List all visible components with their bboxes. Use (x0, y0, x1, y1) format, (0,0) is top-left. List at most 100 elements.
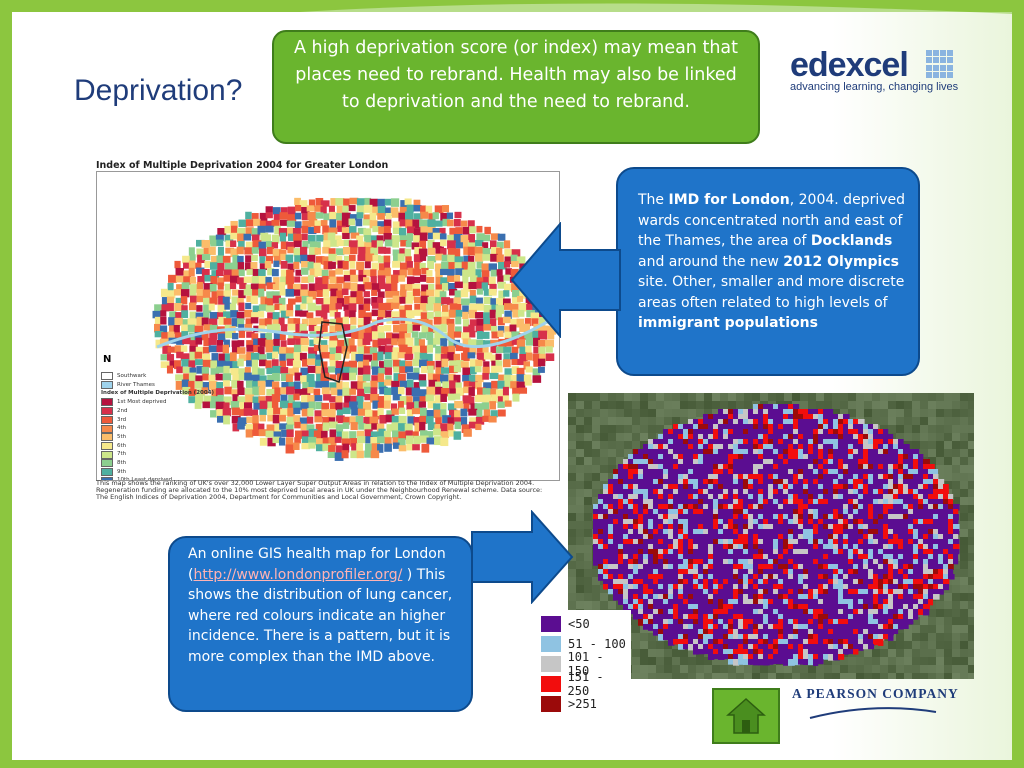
imd-area (230, 262, 239, 271)
satellite-tile (968, 481, 974, 489)
satellite-tile (632, 625, 640, 633)
legend-heading: Index of Multiple Deprivation (2004) (101, 390, 215, 397)
imd-area (161, 332, 169, 339)
gis-area (773, 524, 780, 531)
imd-area (223, 290, 232, 300)
imd-area (453, 233, 463, 243)
gis-area (908, 474, 915, 480)
gis-choropleth-map (568, 393, 974, 679)
imd-area (355, 415, 364, 425)
imd-area (356, 205, 365, 215)
satellite-tile (872, 393, 880, 401)
gis-area (873, 489, 880, 496)
satellite-tile (776, 673, 784, 679)
gis-area (868, 524, 875, 531)
imd-area (372, 410, 380, 420)
gis-area (793, 509, 799, 516)
imd-area (329, 332, 339, 341)
satellite-tile (672, 649, 680, 657)
gis-area (718, 424, 724, 431)
imd-area (384, 198, 392, 206)
imd-area (532, 368, 541, 378)
gis-area (673, 484, 680, 490)
southwark-boundary (318, 321, 348, 383)
gis-area (703, 414, 709, 420)
satellite-tile (704, 673, 712, 679)
imd-area (383, 359, 393, 368)
imd-area (363, 291, 370, 298)
imd-area (447, 323, 455, 333)
gis-area (733, 524, 739, 531)
imd-area (286, 429, 294, 438)
satellite-tile (960, 521, 968, 529)
gis-area (683, 449, 690, 456)
imd-area (349, 197, 359, 205)
satellite-tile (656, 393, 664, 401)
imd-area (300, 423, 308, 431)
imd-area (294, 372, 302, 381)
gis-area (693, 504, 699, 511)
imd-area (441, 358, 449, 367)
satellite-tile (568, 521, 576, 529)
satellite-tile (968, 497, 974, 505)
imd-area (308, 324, 316, 332)
gis-area (613, 509, 620, 515)
gis-area (893, 484, 899, 491)
imd-area (435, 345, 444, 354)
satellite-tile (944, 473, 952, 481)
satellite-tile (576, 417, 584, 425)
imd-area (162, 345, 171, 354)
gis-area (798, 514, 805, 520)
gis-area (878, 509, 884, 515)
imd-area (391, 408, 399, 415)
gis-area (723, 464, 730, 471)
gis-area (888, 444, 895, 451)
gis-area (748, 484, 755, 490)
imd-area (356, 235, 364, 244)
gis-area (638, 489, 645, 496)
imd-area (294, 276, 301, 283)
gis-area (763, 434, 769, 440)
imd-area (447, 248, 455, 256)
imd-area (181, 379, 190, 389)
satellite-tile (952, 673, 960, 679)
imd-area (292, 367, 299, 376)
satellite-tile (584, 593, 592, 601)
satellite-tile (968, 457, 974, 465)
imd-area (392, 437, 399, 446)
satellite-tile (960, 393, 968, 401)
imd-area (426, 353, 433, 363)
satellite-tile (952, 417, 960, 425)
gis-area (793, 464, 800, 471)
imd-area (512, 393, 520, 402)
satellite-tile (624, 433, 632, 441)
satellite-tile (920, 417, 928, 425)
imd-area (376, 235, 384, 244)
imd-area (343, 282, 351, 290)
imd-area (357, 388, 365, 397)
gis-area (648, 464, 654, 470)
imd-area (420, 274, 427, 282)
imd-area (301, 276, 310, 283)
satellite-tile (592, 449, 600, 457)
gis-area (803, 409, 810, 416)
satellite-tile (944, 425, 952, 433)
imd-area (252, 381, 260, 390)
imd-area (524, 318, 531, 327)
imd-area (281, 430, 289, 437)
imd-area (271, 359, 279, 368)
gis-area (713, 464, 719, 471)
imd-area (371, 240, 378, 249)
arrow-left-icon (510, 222, 621, 338)
satellite-tile (584, 393, 592, 401)
imd-area (188, 388, 197, 396)
imd-area (405, 240, 412, 248)
gis-area (898, 439, 904, 446)
imd-area (517, 295, 524, 302)
gis-area (778, 459, 785, 465)
gis-area (818, 519, 824, 526)
imd-area (295, 304, 303, 314)
gis-area (803, 514, 810, 521)
imd-area (330, 288, 338, 297)
imd-area (189, 254, 196, 261)
